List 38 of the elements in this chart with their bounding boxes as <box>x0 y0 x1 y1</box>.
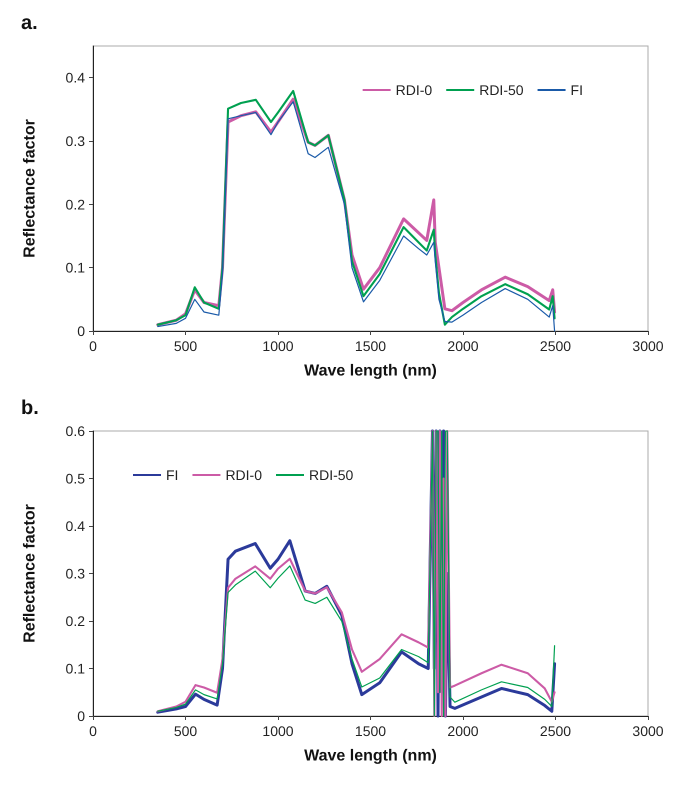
x-tick-label: 1000 <box>262 723 294 739</box>
y-tick-label: 0.2 <box>66 196 86 212</box>
y-tick-label: 0.1 <box>66 260 86 276</box>
legend-label: FI <box>166 467 178 483</box>
y-tick-label: 0 <box>77 323 86 339</box>
legend-label: RDI-0 <box>225 467 262 483</box>
x-tick-label: 0 <box>89 723 98 739</box>
y-tick-label: 0.3 <box>66 566 86 582</box>
legend-label: RDI-50 <box>479 82 524 98</box>
legend-label: FI <box>570 82 584 98</box>
y-tick-label: 0.4 <box>66 70 86 86</box>
x-tick-label: 2000 <box>447 338 479 354</box>
legend-label: RDI-50 <box>309 467 354 483</box>
x-tick-label: 2500 <box>540 723 572 739</box>
x-tick-label: 3000 <box>632 723 664 739</box>
y-axis-title: Reflectance factor <box>22 504 38 643</box>
x-axis-title: Wave length (nm) <box>304 748 437 764</box>
y-tick-label: 0 <box>77 708 86 724</box>
x-tick-label: 500 <box>174 723 198 739</box>
x-tick-label: 500 <box>174 338 198 354</box>
x-tick-label: 0 <box>89 338 98 354</box>
y-tick-label: 0.3 <box>66 133 86 149</box>
y-tick-label: 0.4 <box>66 518 86 534</box>
x-tick-label: 1500 <box>354 338 386 354</box>
x-axis-title: Wave length (nm) <box>304 362 437 380</box>
chart-title: b. <box>21 397 39 419</box>
y-tick-label: 0.2 <box>66 613 86 629</box>
legend-label: RDI-0 <box>396 82 432 98</box>
x-tick-label: 2000 <box>447 723 479 739</box>
y-tick-label: 0.5 <box>66 470 86 486</box>
y-tick-label: 0.6 <box>66 423 86 439</box>
y-axis-title: Reflectance factor <box>22 119 38 258</box>
x-tick-label: 1500 <box>354 723 386 739</box>
y-tick-label: 0.1 <box>66 660 86 676</box>
x-tick-label: 1000 <box>262 338 294 354</box>
chart-title: a. <box>21 12 38 34</box>
x-tick-label: 3000 <box>632 338 664 354</box>
x-tick-label: 2500 <box>540 338 572 354</box>
